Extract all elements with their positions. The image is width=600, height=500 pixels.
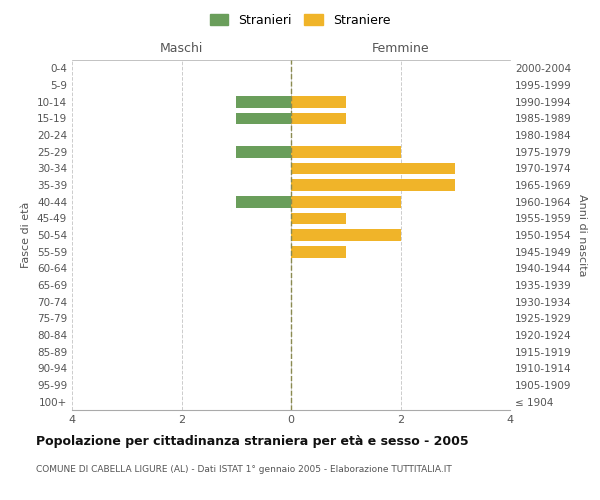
Bar	[291, 146, 401, 158]
Legend: Stranieri, Straniere: Stranieri, Straniere	[205, 8, 395, 32]
Bar	[291, 162, 455, 174]
Bar	[291, 196, 401, 207]
Bar	[236, 112, 291, 124]
Bar	[236, 196, 291, 207]
Bar	[291, 212, 346, 224]
Bar	[236, 146, 291, 158]
Bar	[291, 246, 346, 258]
Bar	[291, 112, 346, 124]
Y-axis label: Anni di nascita: Anni di nascita	[577, 194, 587, 276]
Text: COMUNE DI CABELLA LIGURE (AL) - Dati ISTAT 1° gennaio 2005 - Elaborazione TUTTIT: COMUNE DI CABELLA LIGURE (AL) - Dati IST…	[36, 465, 452, 474]
Bar	[291, 96, 346, 108]
Bar	[291, 179, 455, 191]
Bar	[291, 229, 401, 241]
Text: Femmine: Femmine	[371, 42, 430, 55]
Text: Maschi: Maschi	[160, 42, 203, 55]
Text: Popolazione per cittadinanza straniera per età e sesso - 2005: Popolazione per cittadinanza straniera p…	[36, 435, 469, 448]
Y-axis label: Fasce di età: Fasce di età	[22, 202, 31, 268]
Bar	[236, 96, 291, 108]
